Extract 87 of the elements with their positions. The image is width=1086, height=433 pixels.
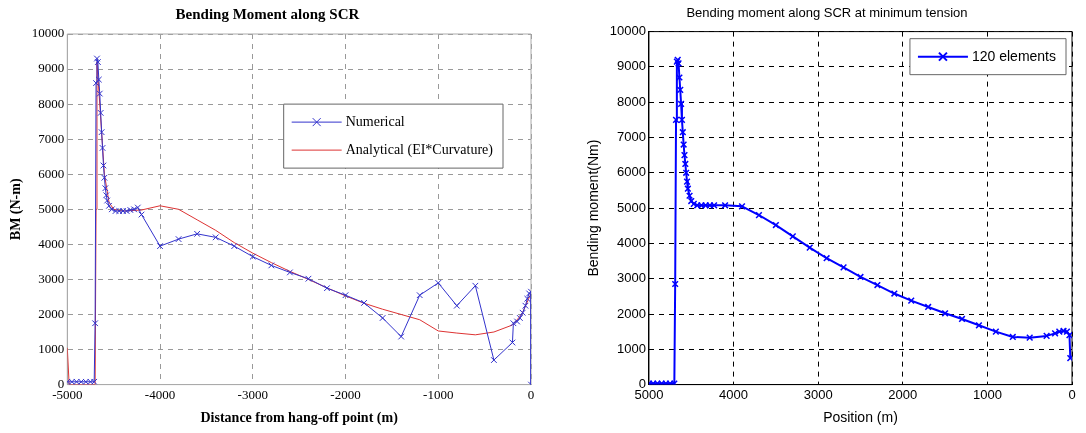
y-tick-label: 0 — [57, 376, 65, 392]
x-tick-label: -4000 — [144, 386, 176, 402]
point — [360, 299, 368, 307]
point — [416, 291, 424, 299]
point — [96, 90, 104, 97]
point — [268, 262, 275, 269]
legend-label: 120 elements — [971, 47, 1057, 64]
y-tick-label: 9000 — [617, 58, 646, 74]
x-tick-label: 1000 — [972, 386, 1002, 402]
point — [134, 204, 142, 211]
point — [513, 318, 521, 325]
point — [101, 174, 108, 182]
y-axis-title: Bending moment(Nm) — [585, 139, 602, 277]
point — [1026, 334, 1034, 342]
y-tick-label: 4000 — [38, 235, 65, 251]
y-tick-label: 3000 — [617, 270, 646, 286]
point — [958, 315, 966, 323]
point — [839, 263, 848, 271]
point — [175, 235, 182, 243]
y-tick-label: 3000 — [38, 270, 65, 286]
point — [286, 269, 294, 276]
y-tick-label: 6000 — [38, 165, 65, 181]
point — [73, 378, 80, 385]
y-tick-label: 7000 — [38, 130, 65, 146]
point — [99, 144, 106, 152]
point — [95, 76, 103, 83]
point — [115, 207, 123, 215]
point — [68, 378, 76, 385]
point — [94, 58, 102, 66]
legend-label: Analytical (EI*Curvature) — [345, 141, 494, 158]
legend-label: Numerical — [345, 113, 405, 129]
point — [156, 242, 164, 250]
x-tick-label: -2000 — [330, 386, 361, 402]
x-tick-label: 0 — [1068, 386, 1076, 402]
point — [305, 275, 312, 283]
point — [323, 284, 331, 292]
point — [87, 378, 94, 385]
y-tick-label: 4000 — [617, 234, 646, 250]
y-tick-label: 2000 — [38, 305, 65, 321]
point — [193, 230, 201, 238]
point — [249, 253, 257, 260]
point — [130, 205, 138, 213]
point — [230, 242, 238, 250]
point — [453, 302, 461, 310]
point — [93, 55, 101, 62]
y-tick-label: 10000 — [609, 23, 646, 39]
chart-title: Bending moment along SCR at minimum tension — [686, 5, 968, 21]
point — [98, 128, 105, 136]
y-tick-label: 8000 — [38, 95, 65, 111]
point — [677, 100, 685, 108]
point — [379, 314, 386, 322]
point — [97, 109, 105, 117]
point — [856, 273, 865, 281]
y-tick-label: 7000 — [617, 129, 646, 145]
y-tick-label: 2000 — [617, 305, 646, 321]
x-tick-label: 2000 — [888, 386, 918, 402]
y-tick-label: 6000 — [617, 164, 646, 180]
y-tick-label: 1000 — [38, 340, 65, 356]
point — [91, 319, 99, 327]
point — [90, 378, 98, 385]
point — [434, 279, 442, 287]
y-tick-label: 1000 — [617, 340, 646, 356]
x-tick-label: 0 — [527, 386, 535, 402]
y-tick-label: 10000 — [31, 25, 65, 41]
chart-title: Bending Moment along SCR — [175, 5, 360, 22]
point — [472, 282, 479, 290]
x-tick-label: 4000 — [719, 386, 749, 402]
y-tick-label: 5000 — [617, 199, 646, 215]
x-axis-title: Distance from hang-off point (m) — [200, 410, 399, 427]
y-tick-label: 5000 — [38, 200, 65, 216]
point — [873, 281, 881, 289]
point — [679, 128, 687, 136]
point — [510, 319, 517, 327]
y-tick-label: 8000 — [617, 93, 646, 109]
x-tick-label: -1000 — [423, 386, 454, 402]
x-tick-label: 3000 — [803, 386, 833, 402]
point — [112, 207, 119, 215]
point — [127, 206, 134, 214]
point — [123, 207, 130, 215]
point — [342, 291, 349, 299]
point — [397, 333, 405, 340]
y-axis-title: BM (N-m) — [8, 178, 25, 241]
x-axis-title: Position (m) — [823, 409, 898, 426]
point — [212, 234, 220, 241]
point — [490, 356, 498, 364]
y-tick-label: 9000 — [38, 60, 65, 76]
x-tick-label: -3000 — [237, 386, 268, 402]
